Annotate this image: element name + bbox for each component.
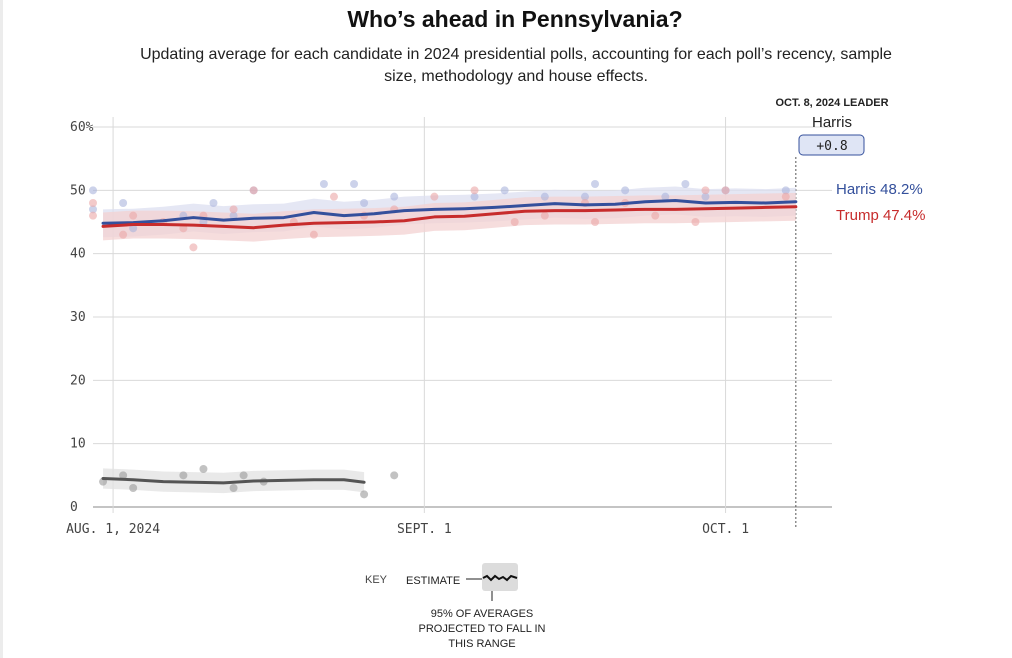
poll-dot-trump [189,243,198,252]
poll-dot-harris [119,199,128,207]
y-tick-label: 20 [70,373,86,388]
y-tick-label: 50 [70,183,86,198]
poll-dot-other [229,484,238,492]
poll-dot-other [390,471,399,480]
poll-dot-trump [249,186,258,195]
key-label: KEY [365,574,388,586]
key-estimate-label: ESTIMATE [406,575,460,587]
end-label-harris: Harris 48.2% [836,181,923,198]
poll-dot-trump [470,186,479,195]
poll-dot-harris [661,192,670,201]
poll-dot-trump [430,192,439,201]
poll-dot-trump [329,192,338,201]
band-other [103,468,365,494]
poll-dot-harris [681,180,690,188]
poll-dot-harris [540,192,549,201]
poll-dot-trump [119,230,128,239]
leader-margin-value: +0.8 [816,139,847,154]
poll-dot-trump [89,199,97,207]
key-range-label-line3: THIS RANGE [448,638,515,650]
poll-dot-trump [309,230,318,239]
poll-dot-trump [721,186,730,195]
y-tick-label: 30 [70,310,86,325]
leader-name: Harris [812,114,852,131]
poll-dot-trump [229,205,238,214]
poll-dot-trump [691,218,700,226]
chart-subtitle: Updating average for each candidate in 2… [140,46,892,85]
end-label-trump: Trump 47.4% [836,207,925,224]
poll-dot-trump [89,211,97,220]
chart-title: Who’s ahead in Pennsylvania? [347,6,683,32]
poll-dot-harris [89,205,97,214]
average-line-other [101,477,366,485]
poll-dot-harris [89,186,97,195]
poll-dot-other [199,465,208,473]
poll-dot-trump [510,218,519,226]
y-tick-label: 40 [70,247,86,262]
poll-dot-harris [701,192,710,201]
poll-dot-other [360,490,369,499]
poll-dot-other [179,471,188,480]
poll-dot-trump [540,211,549,220]
poll-dot-harris [781,186,790,195]
poll-dot-other [119,471,128,480]
y-tick-label: 60% [70,120,94,135]
poll-dot-trump [701,186,710,195]
poll-dot-trump [129,211,138,220]
poll-dot-harris [580,192,589,201]
y-tick-label: 0 [70,500,78,515]
poll-dot-harris [360,199,369,207]
poll-dot-other [129,484,138,492]
poll-dot-harris [229,211,238,220]
y-tick-label: 10 [70,437,86,452]
key-range-label-line1: 95% OF AVERAGES [431,608,534,620]
poll-dot-harris [209,199,218,207]
key-range-swatch [482,563,518,591]
poll-dot-trump [591,218,600,226]
page-edge-rule [0,0,3,658]
poll-dot-trump [781,192,790,201]
key-range-label-line2: PROJECTED TO FALL IN [419,623,546,635]
x-tick-label: OCT. 1 [702,522,749,537]
x-tick-label: SEPT. 1 [397,522,452,537]
poll-dot-other [239,471,248,480]
poll-dot-harris [390,192,399,201]
key-estimate-line-sample [482,574,518,582]
average-line-harris [101,198,798,225]
average-line-trump [101,205,798,230]
poll-dot-harris [621,186,630,195]
poll-dot-harris [470,192,479,201]
poll-dot-harris [319,180,328,188]
poll-dot-harris [591,180,600,188]
leader-date-label: OCT. 8, 2024 LEADER [775,97,888,109]
poll-dot-harris [350,180,359,188]
leader-margin-badge [798,134,865,156]
poll-dot-harris [500,186,509,195]
poll-dot-trump [651,211,660,220]
poll-dot-harris [129,224,138,233]
x-tick-label: AUG. 1, 2024 [66,522,160,537]
